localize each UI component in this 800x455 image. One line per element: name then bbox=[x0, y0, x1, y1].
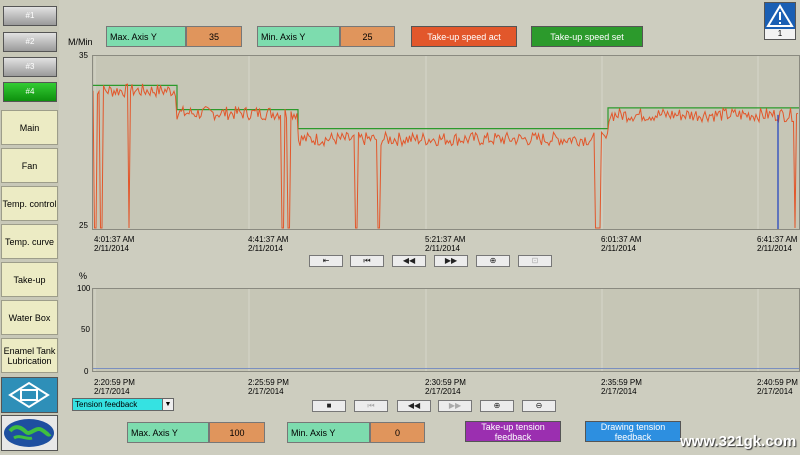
top-ytick-max: 35 bbox=[79, 51, 88, 60]
bottom-xtick-4: 2:40:59 PM 2/17/2014 bbox=[757, 378, 798, 396]
legend-drawing-tension[interactable]: Drawing tension feedback bbox=[585, 421, 681, 442]
bottom-xtick-1: 2:25:59 PM 2/17/2014 bbox=[248, 378, 289, 396]
legend-take-up-tension[interactable]: Take-up tension feedback bbox=[465, 421, 561, 442]
top-xtick-2: 5:21:37 AM 2/11/2014 bbox=[425, 235, 466, 253]
nav-temp-curve[interactable]: Temp. curve bbox=[1, 224, 58, 259]
top-ytick-min: 25 bbox=[79, 221, 88, 230]
bottom-back-button[interactable]: ◀◀ bbox=[397, 400, 431, 412]
line-3-button[interactable]: #3 bbox=[3, 57, 57, 77]
bottom-ytick-50: 50 bbox=[81, 325, 90, 334]
bottom-zoom-in-button[interactable]: ⊕ bbox=[480, 400, 514, 412]
warning-icon bbox=[766, 4, 794, 27]
legend-take-up-speed-act[interactable]: Take-up speed act bbox=[411, 26, 517, 47]
nav-take-up[interactable]: Take-up bbox=[1, 262, 58, 297]
bottom-xtick-0: 2:20:59 PM 2/17/2014 bbox=[94, 378, 135, 396]
top-xtick-0: 4:01:37 AM 2/11/2014 bbox=[94, 235, 135, 253]
top-min-axis-label: Min. Axis Y bbox=[257, 26, 340, 47]
top-forward-button[interactable]: ▶▶ bbox=[434, 255, 468, 267]
top-min-axis-input[interactable]: 25 bbox=[340, 26, 395, 47]
nav-main[interactable]: Main bbox=[1, 110, 58, 145]
top-back-button[interactable]: ◀◀ bbox=[392, 255, 426, 267]
nav-enamel-tank[interactable]: Enamel Tank Lubrication bbox=[1, 338, 58, 373]
top-unit-label: M/Min bbox=[68, 37, 93, 47]
warning-indicator[interactable]: 1 bbox=[764, 2, 796, 40]
top-zoom-in-button[interactable]: ⊕ bbox=[476, 255, 510, 267]
bottom-xtick-3: 2:35:59 PM 2/17/2014 bbox=[601, 378, 642, 396]
nav-temp-control[interactable]: Temp. control bbox=[1, 186, 58, 221]
warning-count: 1 bbox=[777, 29, 783, 38]
chevron-down-icon[interactable]: ▼ bbox=[162, 399, 173, 410]
bottom-ytick-0: 0 bbox=[84, 367, 89, 376]
line-4-button[interactable]: #4 bbox=[3, 82, 57, 102]
line-2-button[interactable]: #2 bbox=[3, 32, 57, 52]
series-select-value: Tension feedback bbox=[75, 400, 138, 409]
top-xtick-1: 4:41:37 AM 2/11/2014 bbox=[248, 235, 289, 253]
bottom-max-axis-input[interactable]: 100 bbox=[209, 422, 265, 443]
bottom-trend-plot[interactable] bbox=[92, 288, 800, 372]
line-1-button[interactable]: #1 bbox=[3, 6, 57, 26]
series-select[interactable]: Tension feedback ▼ bbox=[72, 398, 174, 411]
bottom-forward-button[interactable]: ▶▶ bbox=[438, 400, 472, 412]
bottom-min-axis-label: Min. Axis Y bbox=[287, 422, 370, 443]
top-zoom-reset-button[interactable]: ⊡ bbox=[518, 255, 552, 267]
bottom-prev-button[interactable]: ⏮ bbox=[354, 400, 388, 412]
series-take-up-speed-act bbox=[93, 83, 799, 229]
nav-fan[interactable]: Fan bbox=[1, 148, 58, 183]
bottom-max-axis-label: Max. Axis Y bbox=[127, 422, 209, 443]
bottom-stop-button[interactable]: ■ bbox=[312, 400, 346, 412]
top-max-axis-input[interactable]: 35 bbox=[186, 26, 242, 47]
bottom-unit-label: % bbox=[79, 271, 88, 281]
bottom-min-axis-input[interactable]: 0 bbox=[370, 422, 425, 443]
top-trend-plot[interactable] bbox=[92, 55, 800, 230]
top-xtick-3: 6:01:37 AM 2/11/2014 bbox=[601, 235, 642, 253]
legend-take-up-speed-set[interactable]: Take-up speed set bbox=[531, 26, 643, 47]
top-prev-button[interactable]: ⏮ bbox=[350, 255, 384, 267]
process-diagram-icon[interactable] bbox=[1, 377, 58, 413]
top-max-axis-label: Max. Axis Y bbox=[106, 26, 186, 47]
nav-water-box[interactable]: Water Box bbox=[1, 300, 58, 335]
top-xtick-4: 6:41:37 AM 2/11/2014 bbox=[757, 235, 798, 253]
bottom-zoom-out-button[interactable]: ⊖ bbox=[522, 400, 556, 412]
watermark: www.321gk.com bbox=[680, 433, 797, 450]
bottom-xtick-2: 2:30:59 PM 2/17/2014 bbox=[425, 378, 466, 396]
series-take-up-speed-set bbox=[93, 84, 799, 130]
top-first-button[interactable]: ⇤ bbox=[309, 255, 343, 267]
sidebar: #1 #2 #3 #4 Main Fan Temp. control Temp.… bbox=[0, 0, 59, 453]
world-map-icon[interactable] bbox=[1, 415, 58, 451]
bottom-ytick-100: 100 bbox=[77, 284, 91, 293]
